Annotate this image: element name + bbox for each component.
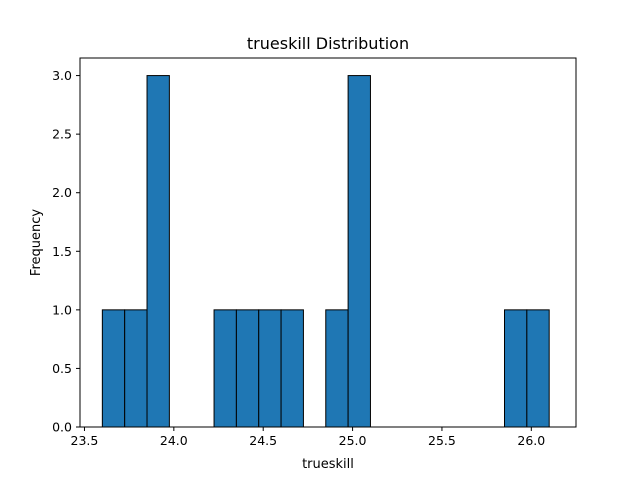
histogram-bar-1 xyxy=(124,309,148,428)
y-tick-label: 2.0 xyxy=(52,185,72,200)
histogram-bar-8 xyxy=(347,75,371,428)
x-tick-label: 23.5 xyxy=(71,433,99,448)
y-tick-label: 2.5 xyxy=(52,127,72,142)
histogram-bar-9 xyxy=(504,309,528,428)
histogram-bar-0 xyxy=(101,309,126,428)
x-axis-label: trueskill xyxy=(302,457,354,472)
y-tick-label: 1.0 xyxy=(52,302,72,317)
y-axis-label: Frequency xyxy=(29,209,44,276)
histogram-bar-7 xyxy=(325,309,349,428)
chart-title: trueskill Distribution xyxy=(247,34,409,53)
x-tick-label: 25.0 xyxy=(339,433,367,448)
histogram-bar-2 xyxy=(146,75,170,428)
plot-frame xyxy=(79,57,577,428)
y-tick-label: 0.5 xyxy=(52,361,72,376)
x-tick-label: 26.0 xyxy=(517,433,545,448)
x-tick-label: 24.0 xyxy=(160,433,188,448)
histogram-bar-3 xyxy=(213,309,237,428)
histogram-bar-4 xyxy=(235,309,260,428)
histogram-bar-10 xyxy=(526,309,550,428)
histogram-bar-5 xyxy=(258,309,282,428)
x-tick-label: 25.5 xyxy=(428,433,456,448)
y-axis: 0.0 0.5 1.0 1.5 2.0 2.5 3.0 xyxy=(52,68,80,435)
x-axis: 23.5 24.0 24.5 25.0 25.5 26.0 xyxy=(71,427,545,448)
x-tick-label: 24.5 xyxy=(249,433,277,448)
y-tick-label: 3.0 xyxy=(52,68,72,83)
y-tick-label: 0.0 xyxy=(52,420,72,435)
histogram-bar-6 xyxy=(280,309,304,428)
y-tick-label: 1.5 xyxy=(52,244,72,259)
bars-group xyxy=(101,75,550,428)
